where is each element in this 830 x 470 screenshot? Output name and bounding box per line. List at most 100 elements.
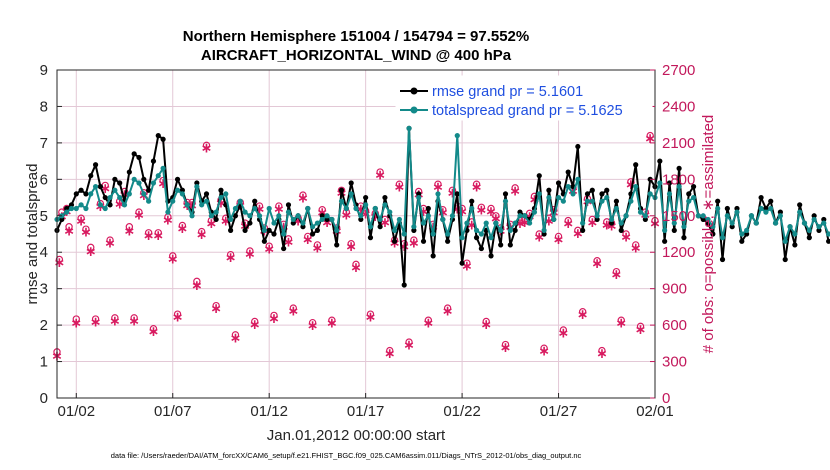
series-rmse-point bbox=[469, 198, 475, 204]
series-totalspread-point bbox=[146, 198, 152, 204]
series-totalspread-point bbox=[64, 209, 70, 215]
plot-frame bbox=[56, 69, 656, 399]
series-rmse-point bbox=[719, 256, 726, 263]
obs-possible-marker bbox=[511, 184, 519, 192]
series-rmse-point bbox=[367, 235, 374, 241]
series-totalspread-point bbox=[715, 205, 721, 212]
obs-possible-marker bbox=[55, 255, 64, 264]
obs-assimilated-marker: ∗ bbox=[283, 234, 295, 250]
series-rmse-point bbox=[382, 194, 388, 201]
series-rmse-point bbox=[411, 227, 417, 233]
obs-possible-marker bbox=[77, 214, 85, 222]
obs-assimilated-marker: ∗ bbox=[80, 225, 92, 241]
series-totalspread-point bbox=[478, 231, 484, 237]
series-totalspread-point bbox=[170, 198, 176, 204]
obs-assimilated-marker: ∗ bbox=[104, 236, 116, 252]
series-totalspread-point bbox=[498, 227, 504, 233]
obs-assimilated-marker: ∗ bbox=[451, 201, 463, 217]
obs-possible-marker bbox=[424, 316, 433, 324]
series-rmse-point bbox=[64, 205, 70, 212]
obs-assimilated-marker: ∗ bbox=[553, 232, 565, 248]
series-totalspread-point bbox=[391, 227, 398, 233]
series-totalspread-point bbox=[314, 220, 321, 226]
obs-possible-marker bbox=[405, 338, 413, 346]
series-totalspread-point bbox=[560, 198, 566, 204]
obs-assimilated-marker: ∗ bbox=[577, 307, 589, 323]
series-rmse-point bbox=[502, 191, 509, 197]
series-totalspread-point bbox=[816, 224, 822, 230]
series-totalspread-point bbox=[580, 220, 586, 226]
obs-assimilated-marker: ∗ bbox=[123, 223, 135, 239]
series-totalspread-point bbox=[710, 224, 716, 230]
obs-assimilated-marker: ∗ bbox=[210, 301, 222, 317]
series-totalspread-point bbox=[700, 213, 706, 219]
series-totalspread-point bbox=[334, 227, 340, 233]
series-rmse-point bbox=[478, 245, 484, 252]
series-totalspread-point bbox=[637, 209, 644, 215]
series-totalspread-point bbox=[777, 213, 783, 219]
series-rmse-point bbox=[309, 231, 316, 237]
series-totalspread-point bbox=[281, 231, 287, 237]
series-totalspread-point bbox=[387, 209, 393, 215]
series-rmse-point bbox=[425, 205, 431, 212]
series-rmse-point bbox=[782, 256, 788, 263]
y-tick-label: 5 bbox=[40, 208, 48, 225]
series-totalspread-point bbox=[454, 133, 460, 139]
obs-assimilated-marker: ∗ bbox=[109, 313, 121, 329]
series-totalspread-point bbox=[73, 205, 79, 212]
obs-assimilated-marker: ∗ bbox=[601, 217, 613, 233]
legend-rmse-marker bbox=[410, 87, 418, 95]
x-tick-label: 01/12 bbox=[250, 403, 288, 420]
obs-possible-marker bbox=[540, 344, 548, 352]
series-rmse-point bbox=[131, 151, 137, 157]
obs-possible-marker bbox=[410, 236, 418, 244]
series-rmse-point bbox=[242, 227, 248, 233]
obs-assimilated-marker: ∗ bbox=[119, 187, 131, 203]
series-totalspread-point bbox=[285, 209, 292, 215]
series-totalspread-point bbox=[642, 213, 648, 219]
series-rmse-point bbox=[690, 184, 697, 190]
series-rmse-point bbox=[401, 282, 407, 288]
series-rmse-point bbox=[676, 165, 682, 171]
series-rmse-point bbox=[613, 198, 620, 204]
obs-assimilated-marker: ∗ bbox=[379, 215, 391, 231]
series-totalspread-point bbox=[324, 213, 330, 219]
series-rmse-point bbox=[580, 227, 586, 233]
series-rmse-point bbox=[83, 191, 89, 197]
series-totalspread-point bbox=[507, 227, 513, 233]
series-totalspread-point bbox=[469, 205, 475, 212]
series-totalspread-point bbox=[589, 198, 595, 204]
obs-assimilated-marker: ∗ bbox=[321, 215, 333, 231]
obs-possible-marker bbox=[376, 168, 384, 176]
series-rmse-point bbox=[92, 162, 99, 168]
series-totalspread-point bbox=[719, 235, 726, 241]
obs-possible-marker bbox=[328, 316, 336, 324]
series-rmse-point bbox=[662, 238, 668, 244]
series-totalspread-point bbox=[367, 224, 374, 230]
series-totalspread-point bbox=[671, 220, 677, 226]
series-totalspread-point bbox=[126, 191, 132, 197]
obs-possible-marker bbox=[202, 141, 211, 150]
series-rmse-point bbox=[88, 173, 94, 179]
obs-assimilated-marker: ∗ bbox=[133, 208, 145, 224]
series-rmse-point bbox=[377, 224, 383, 230]
series-totalspread-point bbox=[256, 213, 263, 219]
x-tick-label: 01/17 bbox=[347, 403, 385, 420]
series-totalspread-point bbox=[430, 231, 436, 237]
legend: rmse grand pr = 5.1601 totalspread grand… bbox=[395, 75, 653, 121]
obs-assimilated-marker: ∗ bbox=[524, 209, 536, 225]
obs-assimilated-marker: ∗ bbox=[302, 232, 314, 248]
obs-assimilated-marker: ∗ bbox=[186, 198, 198, 214]
series-rmse-point bbox=[160, 136, 166, 142]
obs-assimilated-marker: ∗ bbox=[114, 197, 126, 213]
series-rmse-point bbox=[271, 231, 277, 237]
obs-assimilated-marker: ∗ bbox=[384, 346, 396, 362]
series-totalspread-point bbox=[353, 205, 359, 212]
series-totalspread-point bbox=[435, 191, 441, 197]
obs-possible-marker bbox=[352, 260, 360, 269]
series-totalspread-point bbox=[821, 220, 827, 226]
y-right-tick-label: 0 bbox=[662, 390, 670, 407]
series-rmse-point bbox=[739, 238, 745, 244]
y-tick-label: 6 bbox=[40, 171, 48, 188]
obs-assimilated-marker: ∗ bbox=[70, 316, 82, 332]
